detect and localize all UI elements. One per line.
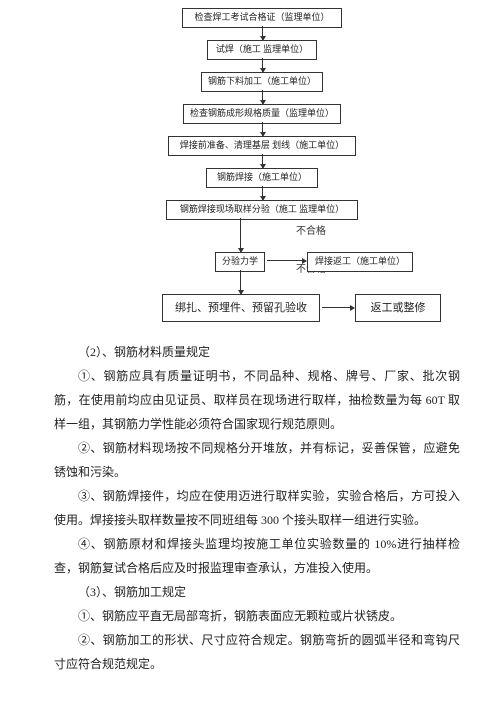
flowchart: 检查焊工考试合格证（监理单位） 试焊（施工 监理单位） 钢筋下料加工（施工单位）…: [0, 0, 500, 335]
text-body: （2）、钢筋材料质量规定 ①、钢筋应具有质量证明书，不同品种、规格、牌号、厂家、…: [54, 340, 460, 676]
arrow-5-6: [262, 154, 263, 168]
arrow-6-7: [262, 186, 263, 200]
node-5: 焊接前准备、清理基层 划线（施工单位）: [168, 136, 356, 156]
para-3: ③、钢筋焊接件，均应在使用迈进行取样实验，实验合格后，方可投入使用。焊接接头取样…: [54, 484, 460, 532]
para-4: ④、钢筋原材和焊接头监理均按施工单位实验数量的 10%进行抽样检查，钢筋复试合格…: [54, 532, 460, 580]
node-4: 检查钢筋成形规格质量（监理单位）: [183, 104, 341, 124]
arrow-1-2: [262, 26, 263, 40]
arrow-8-10: [240, 270, 241, 294]
para-6: ②、钢筋加工的形状、尺寸应符合规定。钢筋弯折的圆弧半径和弯钩尺寸应符合规范规定。: [54, 628, 460, 676]
node-9: 焊接返工（施工单位）: [307, 252, 413, 272]
arrow-10-11: [322, 307, 354, 308]
para-1: ①、钢筋应具有质量证明书，不同品种、规格、牌号、厂家、批次钢筋，在使用前均应由见…: [54, 364, 460, 436]
arrow-7-8: [240, 218, 241, 252]
heading-2: （2）、钢筋材料质量规定: [54, 340, 460, 364]
node-3: 钢筋下料加工（施工单位）: [201, 72, 323, 92]
label-fail-1: 不合格: [296, 222, 326, 237]
node-11: 返工或整修: [355, 294, 441, 322]
heading-3: （3）、钢筋加工规定: [54, 580, 460, 604]
node-8: 分验力学: [215, 252, 265, 272]
arrow-2-3: [262, 58, 263, 72]
node-10: 绑扎、预埋件、预留孔验收: [162, 294, 320, 322]
node-7: 钢筋焊接现场取样分验（施工 监理单位）: [166, 200, 358, 220]
node-6: 钢筋焊接（施工单位）: [206, 168, 318, 188]
para-2: ②、钢筋材料现场按不同规格分开堆放，并有标记，妥善保管，应避免锈蚀和污染。: [54, 436, 460, 484]
node-2: 试焊（施工 监理单位）: [207, 40, 317, 60]
node-1: 检查焊工考试合格证（监理单位）: [182, 8, 342, 28]
arrow-4-5: [262, 122, 263, 136]
para-5: ①、钢筋应平直无局部弯折，钢筋表面应无颗粒或片状锈皮。: [54, 604, 460, 628]
arrow-3-4: [262, 90, 263, 104]
